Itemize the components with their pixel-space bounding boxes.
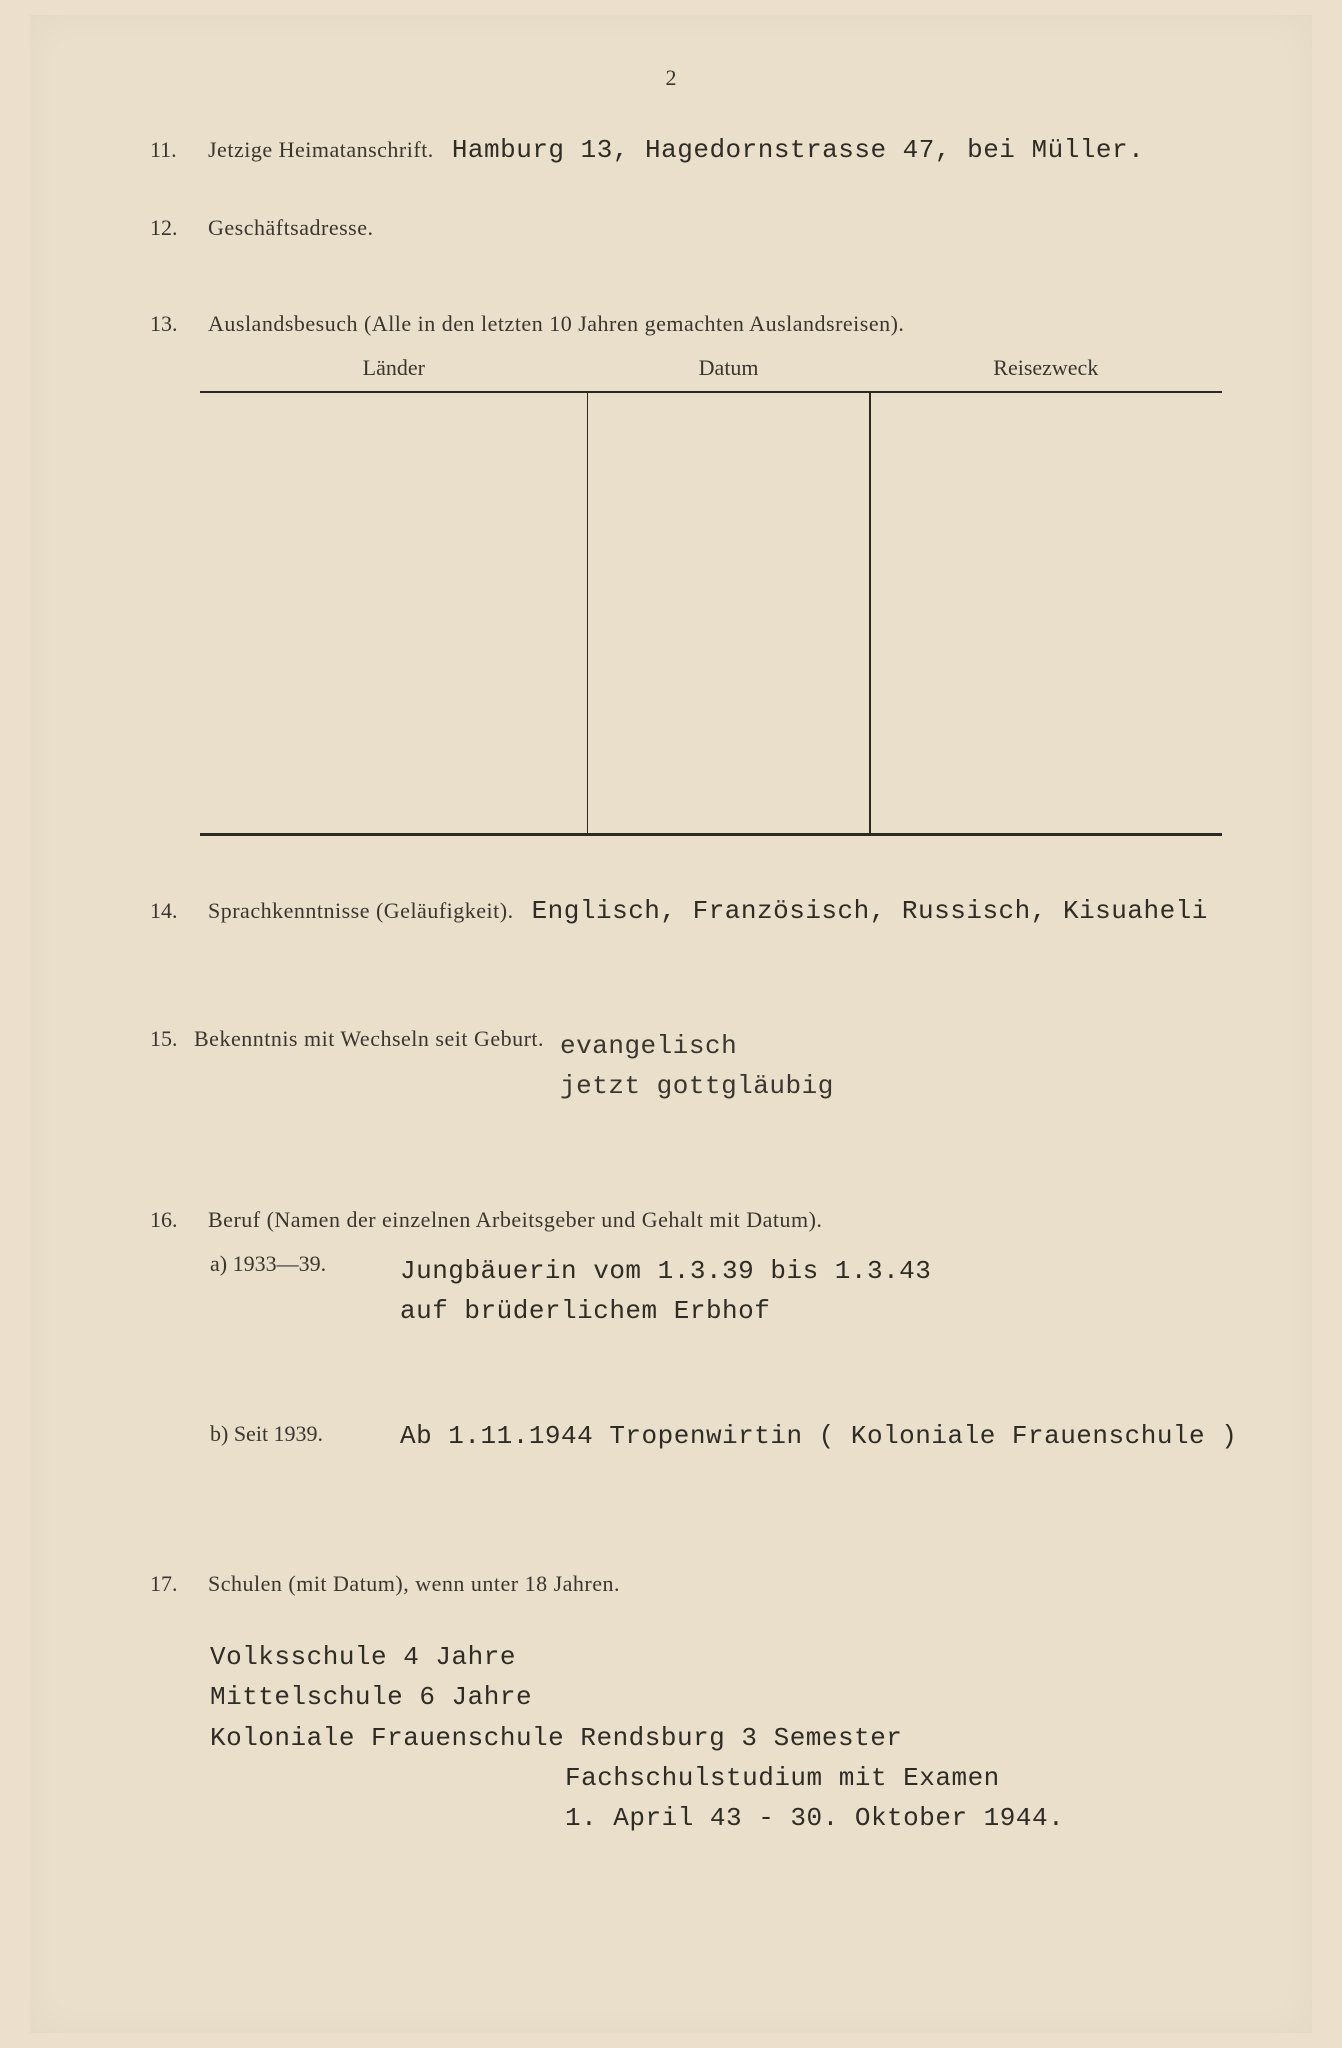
field-answer: evangelisch jetzt gottgläubig xyxy=(560,1026,834,1107)
field-16: 16. Beruf (Namen der einzelnen Arbeitsge… xyxy=(150,1207,1252,1452)
answer-line: Koloniale Frauenschule Rendsburg 3 Semes… xyxy=(210,1718,1252,1758)
answer-line: Fachschulstudium mit Examen xyxy=(565,1758,1252,1798)
column-header-date: Datum xyxy=(588,355,870,391)
field-label: Schulen (mit Datum), wenn unter 18 Jahre… xyxy=(208,1571,620,1597)
field-label: Bekenntnis mit Wechseln seit Geburt. xyxy=(194,1026,544,1051)
field-15: 15. Bekenntnis mit Wechseln seit Geburt.… xyxy=(150,1026,1252,1107)
field-label: Beruf (Namen der einzelnen Arbeitsgeber … xyxy=(208,1207,822,1233)
field-answer: Englisch, Französisch, Russisch, Kisuahe… xyxy=(532,896,1208,926)
answer-line: Mittelschule 6 Jahre xyxy=(210,1677,1252,1717)
subfield-answer: Ab 1.11.1944 Tropenwirtin ( Koloniale Fr… xyxy=(400,1421,1237,1451)
field-number: 12. xyxy=(150,215,190,241)
table-cell xyxy=(871,393,1222,833)
field-14: 14. Sprachkenntnisse (Geläufigkeit). Eng… xyxy=(150,896,1252,926)
field-13: 13. Auslandsbesuch (Alle in den letzten … xyxy=(150,311,1252,836)
answer-line: jetzt gottgläubig xyxy=(560,1071,834,1101)
answer-line: Jungbäuerin vom 1.3.39 bis 1.3.43 xyxy=(400,1256,931,1286)
field-number: 16. xyxy=(150,1207,190,1233)
page-number: 2 xyxy=(30,65,1312,91)
field-12: 12. Geschäftsadresse. xyxy=(150,215,1252,241)
field-17: 17. Schulen (mit Datum), wenn unter 18 J… xyxy=(150,1571,1252,1838)
field-label: Sprachkenntnisse (Geläufigkeit). xyxy=(208,898,514,924)
field-11: 11. Jetzige Heimatanschrift. Hamburg 13,… xyxy=(150,135,1252,165)
table-header: Länder Datum Reisezweck xyxy=(200,355,1222,391)
column-header-purpose: Reisezweck xyxy=(870,355,1222,391)
field-number: 15. xyxy=(150,1026,190,1052)
subfield-label: a) 1933—39. xyxy=(210,1251,360,1277)
subfield-16a: a) 1933—39. Jungbäuerin vom 1.3.39 bis 1… xyxy=(210,1251,1252,1332)
answer-line: Volksschule 4 Jahre xyxy=(210,1637,1252,1677)
document-page: 2 11. Jetzige Heimatanschrift. Hamburg 1… xyxy=(30,15,1312,2033)
field-number: 11. xyxy=(150,137,190,163)
column-header-countries: Länder xyxy=(200,355,588,391)
field-answer: Hamburg 13, Hagedornstrasse 47, bei Müll… xyxy=(452,135,1144,165)
answer-line: 1. April 43 - 30. Oktober 1944. xyxy=(565,1798,1252,1838)
answer-line: evangelisch xyxy=(560,1031,737,1061)
travel-table: Länder Datum Reisezweck xyxy=(200,355,1222,836)
field-answer: Volksschule 4 Jahre Mittelschule 6 Jahre… xyxy=(210,1637,1252,1838)
field-label: Jetzige Heimatanschrift. xyxy=(208,137,434,163)
field-number: 13. xyxy=(150,311,190,337)
subfield-16b: b) Seit 1939. Ab 1.11.1944 Tropenwirtin … xyxy=(210,1421,1252,1451)
subfield-answer: Jungbäuerin vom 1.3.39 bis 1.3.43 auf br… xyxy=(400,1251,931,1332)
subfield-label: b) Seit 1939. xyxy=(210,1421,360,1447)
table-cell xyxy=(200,393,587,833)
table-cell xyxy=(588,393,869,833)
field-label: Geschäftsadresse. xyxy=(208,215,374,241)
table-body xyxy=(200,391,1222,836)
field-number: 14. xyxy=(150,898,190,924)
page-content: 11. Jetzige Heimatanschrift. Hamburg 13,… xyxy=(150,135,1252,1839)
field-number: 17. xyxy=(150,1571,190,1597)
field-label: Auslandsbesuch (Alle in den letzten 10 J… xyxy=(208,311,904,337)
answer-line: auf brüderlichem Erbhof xyxy=(400,1296,770,1326)
